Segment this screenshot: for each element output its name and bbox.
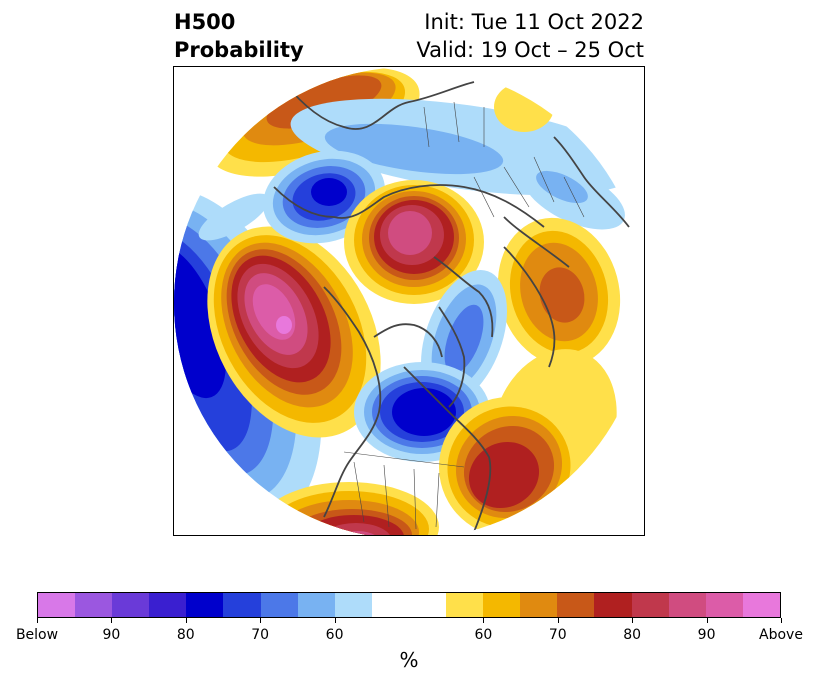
anomaly-below-canada: [421, 269, 507, 405]
colorbar-segment: [186, 593, 224, 617]
colorbar-segment: [742, 593, 780, 617]
border-us-canada: [343, 451, 465, 468]
colorbar-segment: [38, 593, 76, 617]
colorbar-tick-mark: [706, 618, 708, 623]
colorbar-segment: [594, 593, 632, 617]
valid-range: Valid: 19 Oct – 25 Oct: [416, 38, 644, 62]
coast-arctic-islands: [373, 323, 443, 358]
colorbar-segment: [223, 593, 261, 617]
colorbar-segment: [446, 593, 484, 617]
anomaly-above-alaska: [207, 226, 381, 438]
colorbar-tick-mark: [260, 618, 262, 623]
coast-russia: [273, 184, 545, 228]
colorbar-tick-mark: [334, 618, 336, 623]
colorbar-tick-label: 80: [623, 627, 642, 643]
colorbar-tick-mark: [781, 618, 782, 623]
colorbar-unit-label: %: [399, 648, 419, 672]
colorbar-tick-label: Below: [15, 627, 59, 643]
coast-europe: [283, 81, 475, 130]
colorbar: [37, 592, 781, 618]
colorbar-tick-mark: [483, 618, 485, 623]
probability-map-svg: [174, 67, 644, 535]
colorbar-segment: [483, 593, 521, 617]
colorbar-tick-label: 60: [474, 627, 493, 643]
colorbar-tick-mark: [111, 618, 113, 623]
colorbar-tick-mark: [632, 618, 634, 623]
chart-title-right: Init: Tue 11 Oct 2022 Valid: 19 Oct – 25…: [416, 8, 644, 64]
title-variable: H500: [174, 10, 236, 34]
coast-asia-east: [553, 136, 630, 228]
political-borders: [343, 101, 585, 530]
colorbar-segment: [75, 593, 113, 617]
colorbar-tick-label: 70: [251, 627, 270, 643]
colorbar-segment: [297, 593, 335, 617]
colorbar-segment: [260, 593, 298, 617]
colorbar-tick-label: 90: [697, 627, 716, 643]
border-asia: [473, 156, 585, 218]
colorbar-tick-label: Above: [759, 627, 803, 643]
border-us-states: [353, 461, 440, 530]
coast-greenland: [438, 306, 466, 408]
colorbar-segment: [149, 593, 187, 617]
colorbar-segment: [631, 593, 669, 617]
coast-north-asia: [503, 216, 570, 268]
colorbar-tick-mark: [37, 618, 38, 623]
colorbar-tick-mark: [557, 618, 559, 623]
colorbar-segment: [705, 593, 743, 617]
coast-north-america-east: [403, 366, 492, 533]
colorbar-segment: [371, 593, 447, 617]
coast-chukotka: [433, 256, 494, 338]
colorbar-tick-label: 80: [176, 627, 195, 643]
colorbar-tick-label: 90: [102, 627, 121, 643]
coastlines: [273, 81, 630, 533]
colorbar-segment: [520, 593, 558, 617]
colorbar-tick-label: 70: [548, 627, 567, 643]
chart-title-left: H500 Probability: [174, 8, 304, 64]
coast-north-america-west: [323, 286, 382, 518]
border-europe: [423, 101, 485, 148]
title-probability: Probability: [174, 38, 304, 62]
polar-map: [173, 66, 645, 536]
coast-japan-kamchatka: [503, 246, 556, 368]
colorbar-segment: [668, 593, 706, 617]
colorbar-tick-mark: [185, 618, 187, 623]
colorbar-segment: [334, 593, 372, 617]
colorbar-tick-label: 60: [325, 627, 344, 643]
colorbar-segment: [557, 593, 595, 617]
colorbar-segment: [112, 593, 150, 617]
init-date: Init: Tue 11 Oct 2022: [424, 10, 644, 34]
